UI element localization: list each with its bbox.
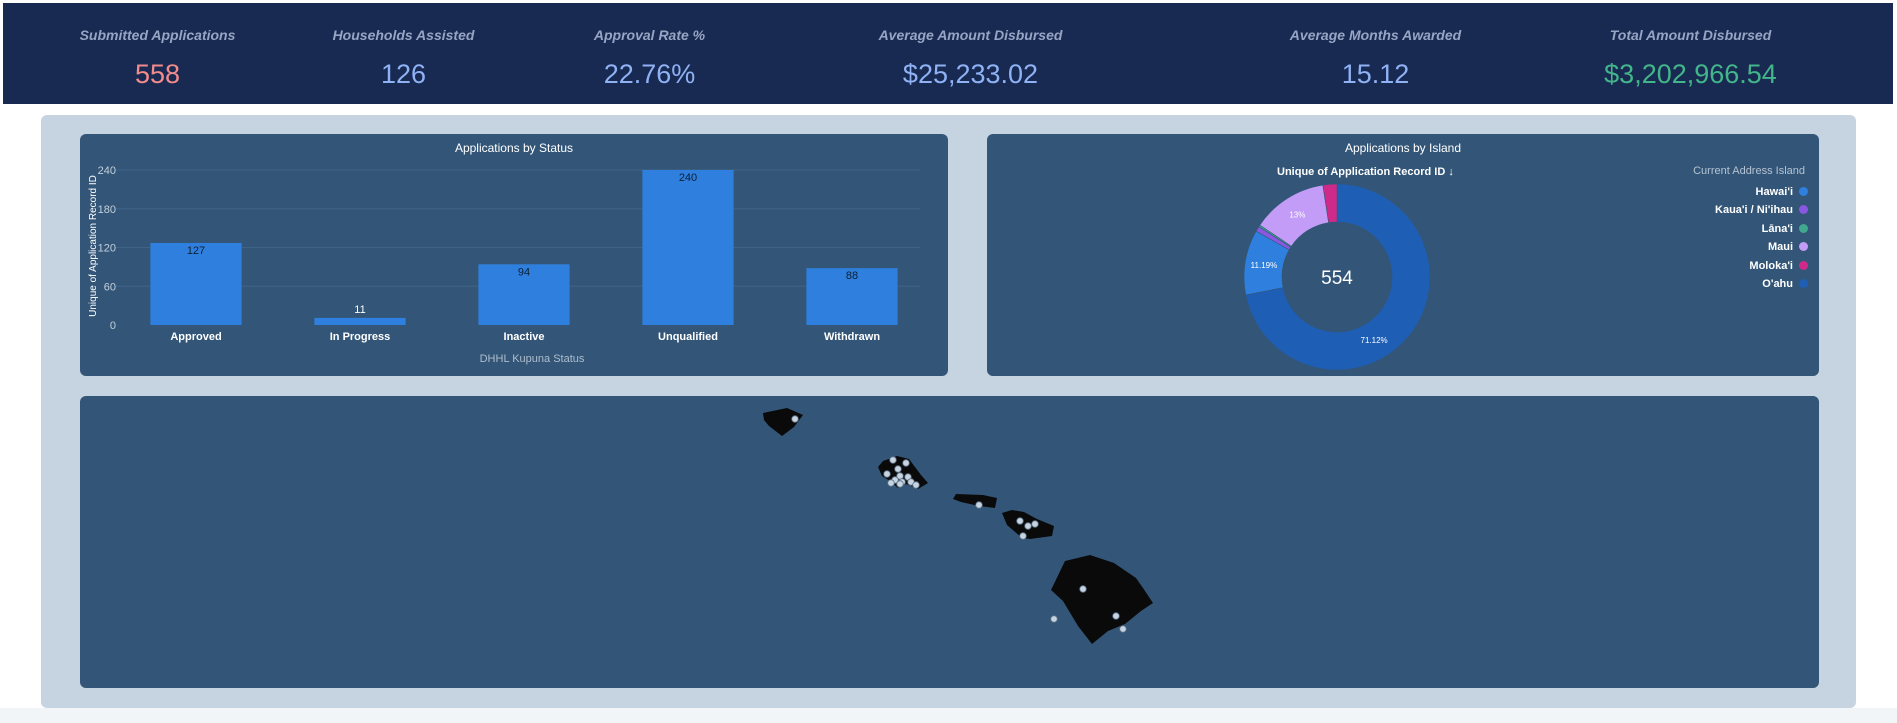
bar-data-label: 127: [187, 245, 205, 257]
legend-item[interactable]: Moloka'i: [1749, 260, 1808, 274]
kpi-value: 15.12: [1341, 59, 1410, 89]
legend-label: Maui: [1767, 241, 1793, 254]
map-marker: [791, 415, 799, 423]
map-marker: [1016, 517, 1024, 525]
y-tick-label: 240: [98, 165, 116, 177]
island-donut-chart: 71.12% 11.19% 13% 554: [1243, 183, 1431, 371]
legend-swatch-icon: [1799, 242, 1808, 252]
slice-moloka-i: [1322, 183, 1338, 223]
slice-label: 71.12%: [1361, 336, 1388, 345]
map-marker: [896, 480, 904, 488]
bar-withdrawn: [806, 268, 898, 325]
map-marker: [887, 479, 895, 487]
y-tick-label: 180: [98, 204, 116, 216]
slice-label: 13%: [1289, 211, 1305, 220]
kpi-label: Approval Rate %: [593, 27, 706, 43]
chart-subtitle[interactable]: Unique of Application Record ID ↓: [1277, 166, 1454, 178]
map-marker: [975, 501, 983, 509]
bar-data-label: 88: [846, 270, 858, 282]
kpi-value: 22.76%: [603, 59, 696, 89]
kpi-submitted-applications: Submitted Applications 558: [65, 3, 250, 104]
kpi-total-amount-disbursed: Total Amount Disbursed $3,202,966.54: [1568, 3, 1813, 104]
kpi-average-amount-disbursed: Average Amount Disbursed $25,233.02: [848, 3, 1093, 104]
kpi-label: Average Amount Disbursed: [878, 27, 1063, 43]
x-tick-label: Approved: [170, 331, 221, 343]
bar-data-label: 94: [518, 266, 530, 278]
map-marker: [1079, 585, 1087, 593]
map-marker: [894, 465, 902, 473]
island-chart-card[interactable]: Applications by Island Unique of Applica…: [987, 134, 1819, 376]
bar-data-label: 11: [354, 304, 365, 316]
legend-swatch-icon: [1799, 260, 1808, 270]
x-axis-title: DHHL Kupuna Status: [480, 353, 585, 365]
map-card[interactable]: [80, 396, 1819, 688]
legend-title: Current Address Island: [1693, 165, 1805, 177]
kpi-value: 558: [134, 59, 181, 89]
legend-label: Moloka'i: [1749, 259, 1793, 272]
bar-approved: [150, 242, 242, 325]
chart-title: Applications by Status: [454, 141, 574, 155]
y-tick-label: 60: [104, 281, 116, 293]
legend-item[interactable]: O'ahu: [1762, 278, 1808, 292]
legend-swatch-icon: [1799, 187, 1808, 196]
map-marker: [1112, 612, 1120, 620]
donut-center-total: 554: [1321, 268, 1353, 289]
x-tick-label: Withdrawn: [824, 331, 880, 343]
legend-item[interactable]: Kaua'i / Ni'ihau: [1715, 204, 1808, 218]
x-tick-label: In Progress: [330, 331, 391, 343]
slice-o-ahu: [1245, 183, 1431, 371]
chart-title: Applications by Island: [1344, 141, 1462, 155]
kpi-label: Submitted Applications: [79, 27, 236, 43]
island-molokai[interactable]: [953, 494, 997, 508]
dashboard-panel: Applications by Status 0 60 120 180 240 127 Ap…: [41, 115, 1856, 708]
island-kauai[interactable]: [763, 408, 803, 436]
kpi-label: Total Amount Disbursed: [1609, 27, 1772, 43]
y-tick-label: 120: [98, 243, 116, 255]
kpi-value: $25,233.02: [902, 59, 1039, 89]
map-marker: [902, 459, 910, 467]
legend-label: Kaua'i / Ni'ihau: [1715, 204, 1793, 217]
legend-item[interactable]: Maui: [1768, 241, 1808, 255]
kpi-label: Households Assisted: [332, 27, 475, 43]
map-marker: [1119, 625, 1127, 633]
legend-label: Hawai'i: [1755, 186, 1793, 198]
kpi-value: $3,202,966.54: [1604, 59, 1777, 89]
map-marker: [1024, 522, 1032, 530]
legend-swatch-icon: [1799, 279, 1808, 288]
kpi-households-assisted: Households Assisted 126: [311, 3, 496, 104]
legend-item[interactable]: Lāna'i: [1762, 223, 1808, 237]
y-tick-label: 0: [110, 320, 116, 332]
hawaii-map[interactable]: [80, 396, 1819, 688]
map-marker: [1050, 615, 1058, 623]
legend-swatch-icon: [1799, 205, 1808, 215]
x-tick-label: Unqualified: [658, 331, 718, 343]
y-axis-title: Unique of Application Record ID: [88, 175, 99, 317]
bar-unqualified: [642, 170, 734, 325]
kpi-average-months-awarded: Average Months Awarded 15.12: [1253, 3, 1498, 104]
map-marker: [1019, 532, 1027, 540]
status-bar-chart: 0 60 120 180 240 127 Approved 11 In Progress 94 In…: [88, 165, 920, 365]
island-hawaii[interactable]: [1051, 555, 1153, 644]
legend-item[interactable]: Hawai'i: [1756, 186, 1808, 200]
legend-swatch-icon: [1799, 223, 1808, 233]
map-marker: [883, 470, 891, 478]
kpi-approval-rate: Approval Rate % 22.76%: [557, 3, 742, 104]
legend-label: Lāna'i: [1761, 222, 1793, 235]
kpi-bar: Submitted Applications 558 Households As…: [3, 3, 1893, 104]
slice-label: 11.19%: [1251, 261, 1278, 270]
x-tick-label: Inactive: [504, 331, 545, 343]
kpi-value: 126: [380, 59, 427, 89]
map-marker: [889, 456, 897, 464]
kpi-label: Average Months Awarded: [1289, 27, 1462, 43]
bar-in-progress: [314, 317, 406, 325]
map-marker: [912, 481, 920, 489]
map-marker: [1031, 520, 1039, 528]
bar-data-label: 240: [679, 172, 697, 184]
status-chart-card[interactable]: Applications by Status 0 60 120 180 240 127 Ap…: [80, 134, 948, 376]
legend-label: O'ahu: [1762, 278, 1793, 290]
bar-inactive: [478, 264, 570, 325]
